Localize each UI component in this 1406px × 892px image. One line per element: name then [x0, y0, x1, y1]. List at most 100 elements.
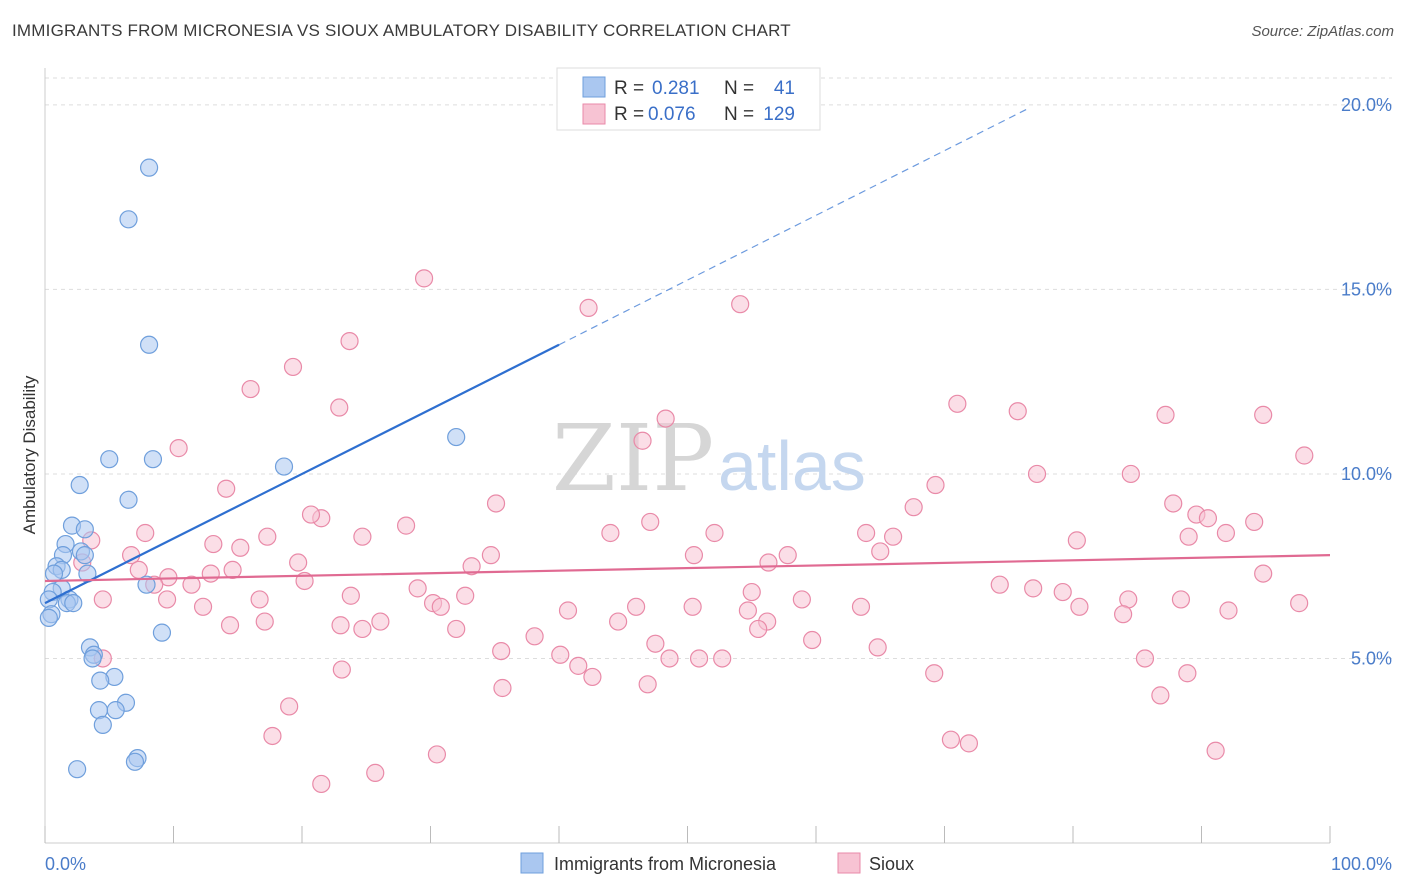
- sioux-point: [1254, 405, 1273, 425]
- micronesia-point: [91, 671, 110, 690]
- sioux-point: [689, 649, 709, 668]
- sioux-point: [609, 612, 628, 631]
- sioux-point: [633, 431, 652, 450]
- micronesia-point: [152, 623, 172, 642]
- micronesia-point: [68, 760, 87, 779]
- series-micronesia-points: [39, 158, 466, 779]
- chart-title: IMMIGRANTS FROM MICRONESIA VS SIOUX AMBU…: [12, 21, 791, 40]
- sioux-point: [1024, 579, 1043, 598]
- y-tick-label: 5.0%: [1351, 648, 1392, 668]
- sioux-point: [851, 597, 871, 616]
- micronesia-point: [137, 575, 156, 594]
- legend-r-label: R =: [614, 78, 644, 99]
- sioux-point: [263, 726, 282, 746]
- sioux-point: [1206, 741, 1225, 760]
- sioux-point: [749, 619, 768, 639]
- sioux-point: [182, 575, 201, 594]
- legend-box: R = 0.281 N = 41 R = 0.076 N = 129: [556, 67, 821, 131]
- sioux-point: [447, 619, 466, 639]
- sioux-point: [193, 597, 213, 616]
- legend-swatch-micronesia: [582, 76, 606, 98]
- micronesia-point: [75, 520, 94, 539]
- sioux-point: [289, 553, 308, 572]
- sioux-trend-line: [44, 554, 1331, 583]
- sioux-point: [280, 697, 299, 716]
- sioux-point: [283, 357, 303, 377]
- source-credit: Source: ZipAtlas.com: [1251, 23, 1394, 40]
- sioux-point: [558, 601, 578, 620]
- grid-lines: [45, 77, 1392, 659]
- micronesia-point: [119, 210, 138, 229]
- sioux-point: [857, 523, 876, 543]
- y-tick-label: 15.0%: [1341, 279, 1392, 299]
- sioux-point: [1198, 509, 1218, 528]
- sioux-point: [231, 538, 250, 557]
- sioux-point: [1179, 527, 1198, 546]
- sioux-point: [904, 498, 923, 517]
- legend-r-value-micronesia: 0.281: [652, 78, 700, 99]
- x-tick-label-max: 100.0%: [1331, 854, 1392, 874]
- sioux-point: [1114, 605, 1133, 624]
- sioux-point: [868, 638, 887, 657]
- sioux-point: [656, 409, 675, 428]
- sioux-point: [1067, 531, 1086, 550]
- legend-swatch-sioux: [582, 103, 606, 125]
- sioux-point: [941, 730, 961, 749]
- sioux-point: [331, 616, 350, 635]
- sioux-point: [926, 475, 945, 495]
- sioux-point: [301, 505, 321, 524]
- sioux-point: [1156, 405, 1175, 425]
- sioux-point: [778, 546, 797, 565]
- sioux-point: [1135, 649, 1155, 668]
- sioux-point: [683, 597, 702, 616]
- sioux-point: [1216, 523, 1236, 543]
- sioux-point: [660, 649, 679, 668]
- sioux-point: [883, 527, 903, 546]
- series-sioux-points: [73, 269, 1314, 794]
- legend-n-value-micronesia: 41: [774, 78, 795, 99]
- micronesia-trend-line: [44, 343, 560, 605]
- micronesia-point: [93, 715, 112, 735]
- sioux-point: [738, 601, 757, 620]
- micronesia-point: [100, 450, 119, 469]
- sioux-point: [255, 612, 274, 631]
- sioux-point: [1171, 590, 1191, 609]
- legend-n-value-sioux: 129: [763, 104, 795, 125]
- sioux-point: [925, 664, 944, 683]
- micronesia-point: [75, 546, 94, 565]
- micronesia-point: [39, 590, 58, 609]
- legend-r-value-sioux: 0.076: [648, 104, 696, 125]
- sioux-point: [990, 575, 1009, 594]
- micronesia-point: [139, 335, 159, 354]
- sioux-point: [204, 534, 223, 554]
- sioux-point: [1008, 402, 1027, 421]
- sioux-point: [792, 590, 811, 609]
- sioux-point: [217, 479, 236, 498]
- bottom-legend-swatch-sioux: [837, 852, 861, 874]
- micronesia-point: [447, 427, 466, 447]
- sioux-point: [353, 619, 372, 639]
- sioux-point: [220, 616, 240, 635]
- sioux-point: [646, 634, 665, 653]
- sioux-point: [1254, 564, 1273, 583]
- sioux-point: [1151, 686, 1170, 705]
- sioux-point: [408, 579, 427, 598]
- sioux-point: [705, 523, 724, 543]
- sioux-point: [93, 590, 112, 609]
- sioux-point: [579, 298, 598, 317]
- sioux-point: [551, 645, 570, 664]
- sioux-point: [157, 590, 177, 609]
- bottom-legend: Immigrants from Micronesia Sioux: [520, 852, 914, 874]
- sioux-point: [340, 331, 359, 351]
- sioux-point: [1178, 664, 1197, 683]
- micronesia-point: [274, 457, 294, 476]
- legend-r-label-2: R =: [614, 104, 644, 125]
- micronesia-point: [70, 475, 89, 495]
- sioux-point: [1053, 582, 1072, 602]
- watermark: ZIP atlas: [552, 405, 866, 512]
- sioux-point: [396, 516, 416, 535]
- sioux-point: [1219, 601, 1238, 620]
- trend-lines: [44, 108, 1331, 605]
- sioux-point: [731, 295, 750, 314]
